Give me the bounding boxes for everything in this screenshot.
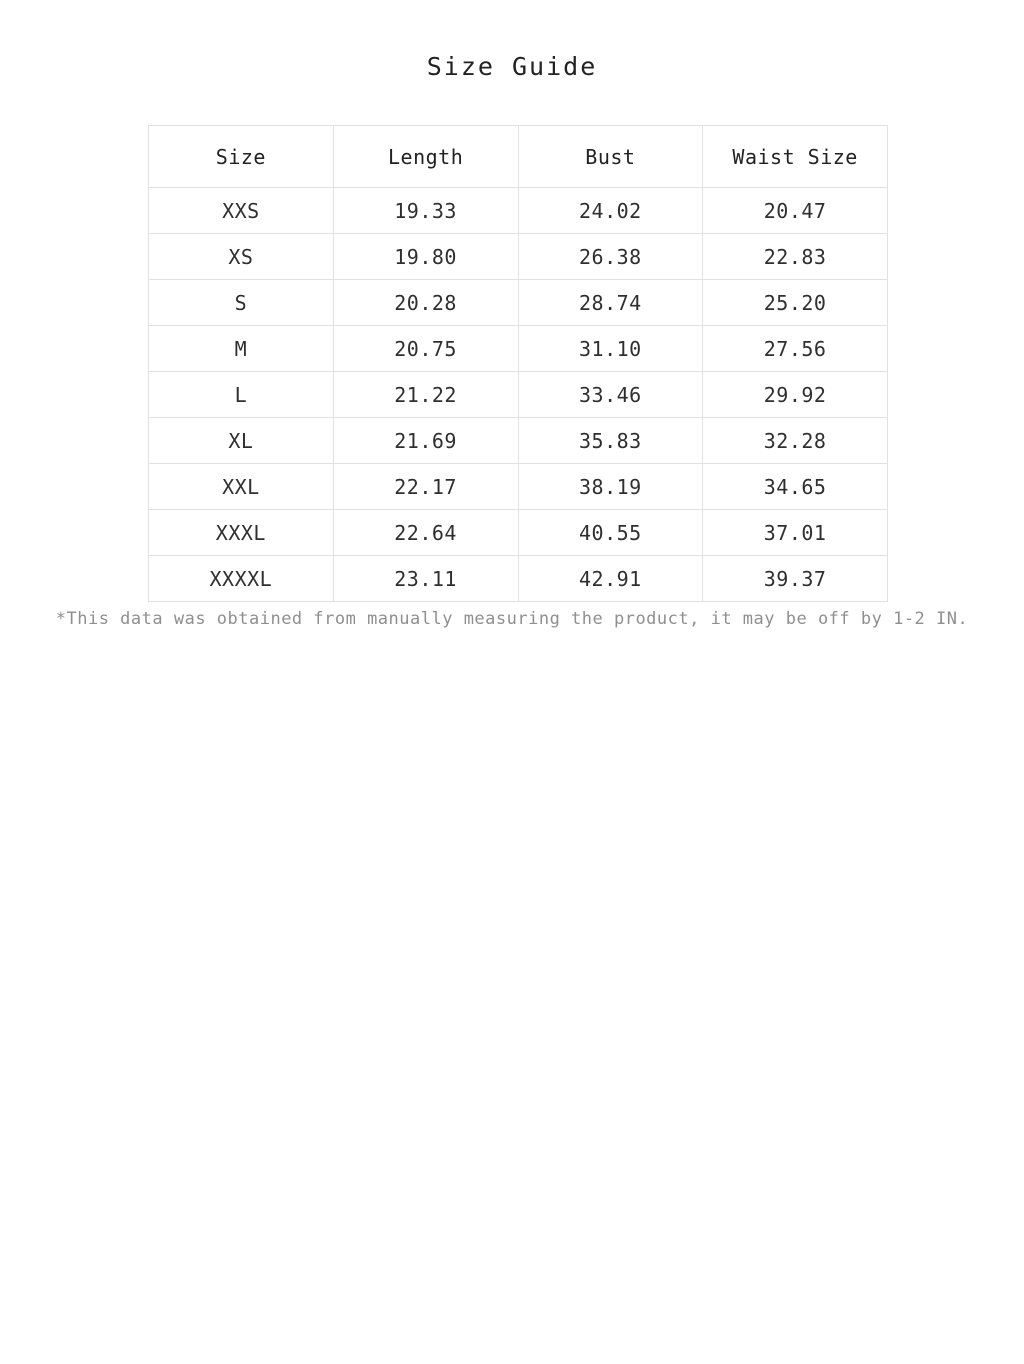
measurement-disclaimer: *This data was obtained from manually me…	[55, 609, 969, 629]
column-header-size: Size	[148, 125, 334, 188]
length-cell: 23.11	[332, 555, 519, 602]
waist-size-cell: 27.56	[702, 325, 888, 372]
column-header-waist-size: Waist Size	[702, 125, 888, 188]
waist-size-cell: 20.47	[702, 187, 888, 234]
bust-cell: 35.83	[517, 417, 704, 464]
length-cell: 19.80	[332, 233, 519, 280]
bust-cell: 28.74	[517, 279, 704, 326]
table-row: XL 21.69 35.83 32.28	[148, 417, 888, 464]
length-cell: 21.22	[332, 371, 519, 418]
table-row: XXXXL 23.11 42.91 39.37	[148, 555, 888, 602]
size-cell: XS	[148, 233, 334, 280]
length-cell: 19.33	[332, 187, 519, 234]
column-header-bust: Bust	[517, 125, 704, 188]
length-cell: 22.17	[332, 463, 519, 510]
table-row: S 20.28 28.74 25.20	[148, 279, 888, 326]
header-row: Size Length Bust Waist Size	[148, 125, 888, 188]
size-cell: XXXL	[148, 509, 334, 556]
waist-size-cell: 32.28	[702, 417, 888, 464]
length-cell: 20.28	[332, 279, 519, 326]
size-cell: XXS	[148, 187, 334, 234]
table-row: XXS 19.33 24.02 20.47	[148, 187, 888, 234]
table-row: L 21.22 33.46 29.92	[148, 371, 888, 418]
size-cell: L	[148, 371, 334, 418]
waist-size-cell: 34.65	[702, 463, 888, 510]
bust-cell: 24.02	[517, 187, 704, 234]
size-cell: XL	[148, 417, 334, 464]
waist-size-cell: 29.92	[702, 371, 888, 418]
size-cell: M	[148, 325, 334, 372]
size-cell: XXL	[148, 463, 334, 510]
length-cell: 22.64	[332, 509, 519, 556]
table-row: XXL 22.17 38.19 34.65	[148, 463, 888, 510]
bust-cell: 38.19	[517, 463, 704, 510]
bust-cell: 40.55	[517, 509, 704, 556]
waist-size-cell: 39.37	[702, 555, 888, 602]
table-row: M 20.75 31.10 27.56	[148, 325, 888, 372]
waist-size-cell: 37.01	[702, 509, 888, 556]
waist-size-cell: 25.20	[702, 279, 888, 326]
page-title: Size Guide	[426, 52, 598, 81]
size-cell: S	[148, 279, 334, 326]
size-cell: XXXXL	[148, 555, 334, 602]
bust-cell: 26.38	[517, 233, 704, 280]
column-header-length: Length	[332, 125, 519, 188]
table-body: XXS 19.33 24.02 20.47 XS 19.80 26.38 22.…	[148, 187, 888, 602]
table-row: XXXL 22.64 40.55 37.01	[148, 509, 888, 556]
bust-cell: 31.10	[517, 325, 704, 372]
waist-size-cell: 22.83	[702, 233, 888, 280]
table-row: XS 19.80 26.38 22.83	[148, 233, 888, 280]
length-cell: 21.69	[332, 417, 519, 464]
length-cell: 20.75	[332, 325, 519, 372]
size-guide-table: Size Length Bust Waist Size XXS 19.33 24…	[148, 125, 888, 602]
bust-cell: 42.91	[517, 555, 704, 602]
bust-cell: 33.46	[517, 371, 704, 418]
table-header: Size Length Bust Waist Size	[148, 125, 888, 188]
